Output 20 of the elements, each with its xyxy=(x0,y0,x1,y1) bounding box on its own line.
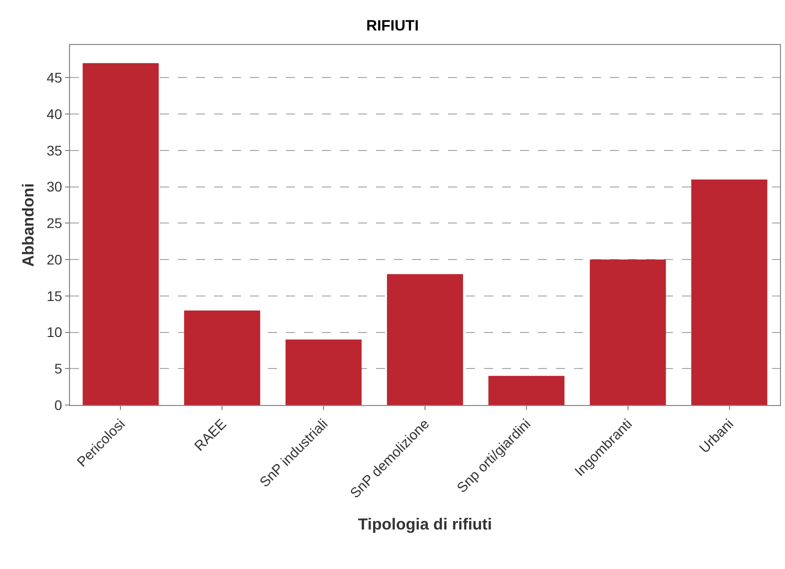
y-tick-label: 45 xyxy=(46,70,62,86)
bar xyxy=(82,63,159,405)
y-tick-label: 10 xyxy=(46,324,62,340)
x-axis-title: Tipologia di rifiuti xyxy=(358,516,492,534)
bar xyxy=(488,376,564,405)
y-tick-label: 5 xyxy=(54,360,62,377)
y-tick-label: 20 xyxy=(46,251,62,268)
bar xyxy=(286,340,362,405)
bar xyxy=(590,260,666,405)
y-tick-label: 30 xyxy=(46,178,62,195)
bar xyxy=(386,274,464,405)
chart-title: RIFIUTI xyxy=(366,17,419,34)
y-tick-label: 40 xyxy=(46,106,62,122)
y-tick-label: 0 xyxy=(54,396,62,413)
y-tick-label: 25 xyxy=(46,215,62,232)
y-tick-label: 35 xyxy=(46,142,62,158)
bar xyxy=(184,310,260,405)
y-tick-label: 15 xyxy=(46,288,62,304)
y-axis-title: Abbandoni xyxy=(20,183,38,267)
bar xyxy=(691,180,768,405)
